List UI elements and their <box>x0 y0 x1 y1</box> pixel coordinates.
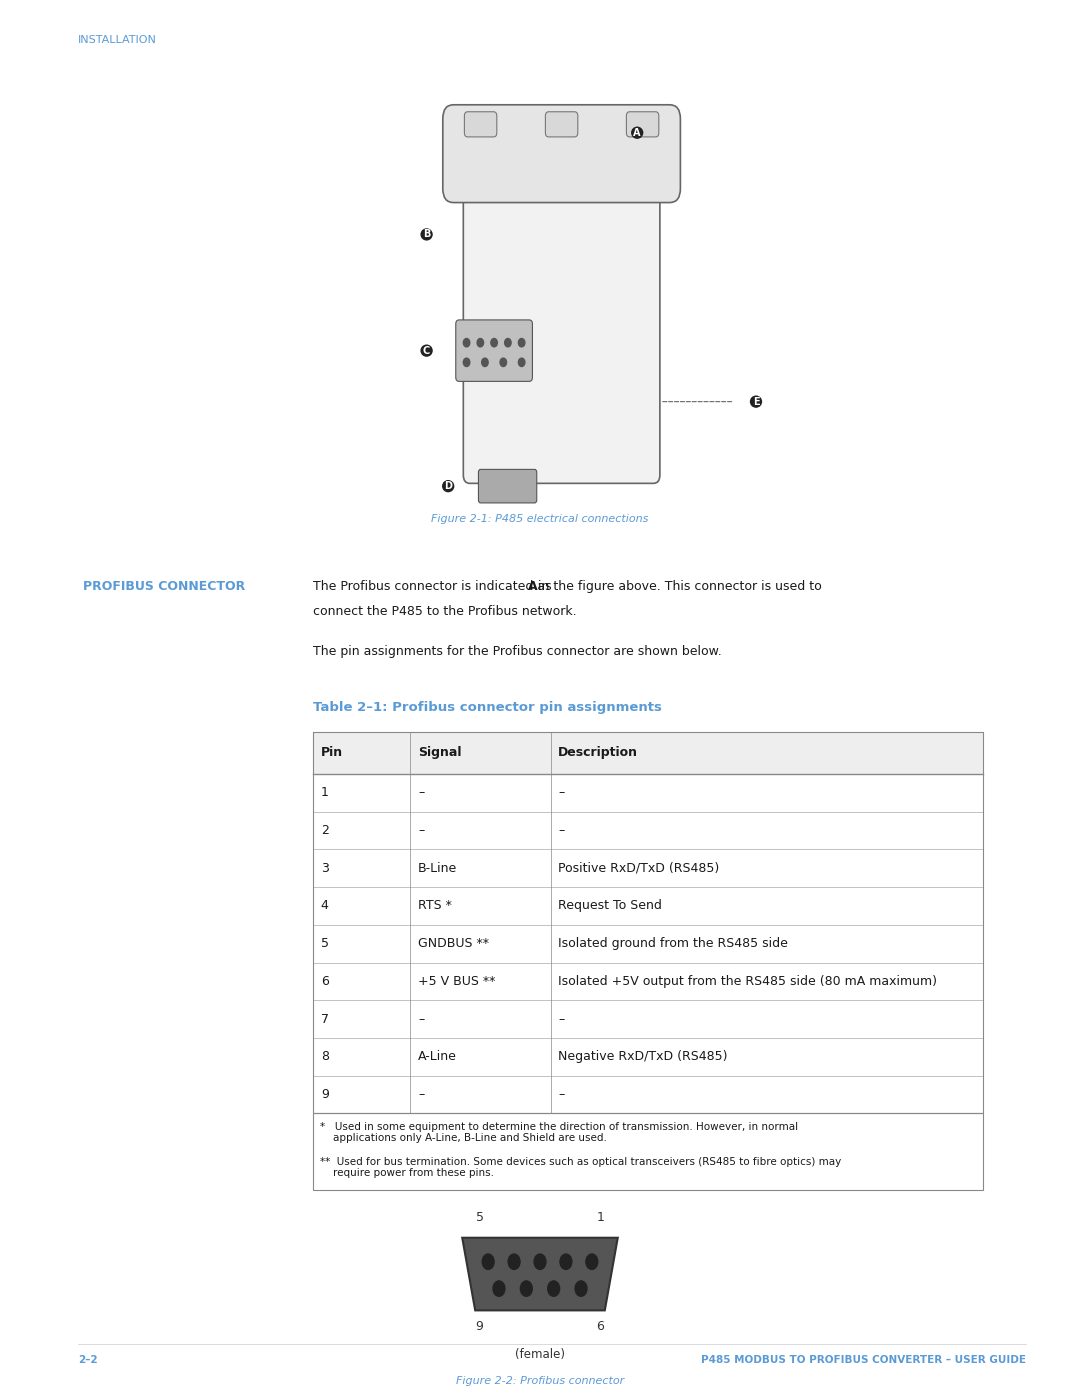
Text: 3: 3 <box>321 862 328 875</box>
Text: –: – <box>418 824 424 837</box>
Circle shape <box>482 358 488 366</box>
Circle shape <box>494 1281 505 1296</box>
Polygon shape <box>462 1238 618 1310</box>
Text: B-Line: B-Line <box>418 862 457 875</box>
Text: A: A <box>528 580 538 592</box>
Circle shape <box>477 338 484 346</box>
FancyBboxPatch shape <box>478 469 537 503</box>
Text: 1: 1 <box>596 1211 605 1224</box>
Text: Isolated +5V output from the RS485 side (80 mA maximum): Isolated +5V output from the RS485 side … <box>558 975 937 988</box>
Text: 6: 6 <box>596 1320 605 1333</box>
Text: 6: 6 <box>321 975 328 988</box>
Text: 4: 4 <box>321 900 328 912</box>
FancyBboxPatch shape <box>545 112 578 137</box>
Circle shape <box>521 1281 532 1296</box>
Text: Request To Send: Request To Send <box>558 900 662 912</box>
Text: 9: 9 <box>475 1320 484 1333</box>
Text: Figure 2-2: Profibus connector: Figure 2-2: Profibus connector <box>456 1376 624 1386</box>
Text: (female): (female) <box>515 1348 565 1361</box>
FancyBboxPatch shape <box>463 173 660 483</box>
Text: 5: 5 <box>475 1211 484 1224</box>
Circle shape <box>463 338 470 346</box>
Text: B: B <box>423 229 430 239</box>
Bar <box>313 1113 983 1190</box>
Text: 2–2: 2–2 <box>78 1355 97 1365</box>
Circle shape <box>585 1255 598 1270</box>
FancyBboxPatch shape <box>443 105 680 203</box>
Circle shape <box>483 1255 495 1270</box>
Circle shape <box>561 1255 572 1270</box>
Circle shape <box>504 338 511 346</box>
Text: –: – <box>558 787 565 799</box>
Text: –: – <box>558 824 565 837</box>
Text: D: D <box>444 481 453 492</box>
Circle shape <box>518 338 525 346</box>
Circle shape <box>490 338 497 346</box>
FancyBboxPatch shape <box>626 112 659 137</box>
Text: A-Line: A-Line <box>418 1051 457 1063</box>
Text: INSTALLATION: INSTALLATION <box>78 35 157 45</box>
Text: connect the P485 to the Profibus network.: connect the P485 to the Profibus network… <box>313 605 577 617</box>
FancyBboxPatch shape <box>456 320 532 381</box>
Circle shape <box>463 358 470 366</box>
Text: –: – <box>558 1013 565 1025</box>
Text: Negative RxD/TxD (RS485): Negative RxD/TxD (RS485) <box>558 1051 728 1063</box>
Text: 8: 8 <box>321 1051 328 1063</box>
Text: The pin assignments for the Profibus connector are shown below.: The pin assignments for the Profibus con… <box>313 645 721 658</box>
Text: C: C <box>423 345 430 356</box>
Text: Table 2–1: Profibus connector pin assignments: Table 2–1: Profibus connector pin assign… <box>313 701 662 714</box>
Text: Isolated ground from the RS485 side: Isolated ground from the RS485 side <box>558 937 788 950</box>
Text: 7: 7 <box>321 1013 328 1025</box>
Text: –: – <box>418 787 424 799</box>
Circle shape <box>518 358 525 366</box>
Text: in the figure above. This connector is used to: in the figure above. This connector is u… <box>534 580 821 592</box>
Text: Positive RxD/TxD (RS485): Positive RxD/TxD (RS485) <box>558 862 719 875</box>
Bar <box>313 732 983 774</box>
Text: E: E <box>753 397 759 407</box>
Text: –: – <box>418 1088 424 1101</box>
Text: RTS *: RTS * <box>418 900 451 912</box>
Text: The Profibus connector is indicated as: The Profibus connector is indicated as <box>313 580 556 592</box>
Circle shape <box>575 1281 588 1296</box>
Text: Pin: Pin <box>321 746 342 760</box>
Text: *   Used in some equipment to determine the direction of transmission. However, : * Used in some equipment to determine th… <box>320 1122 798 1143</box>
Text: A: A <box>634 127 640 138</box>
Text: 1: 1 <box>321 787 328 799</box>
Circle shape <box>500 358 507 366</box>
Text: 5: 5 <box>321 937 328 950</box>
FancyBboxPatch shape <box>464 112 497 137</box>
Text: P485 MODBUS TO PROFIBUS CONVERTER – USER GUIDE: P485 MODBUS TO PROFIBUS CONVERTER – USER… <box>701 1355 1026 1365</box>
Text: –: – <box>418 1013 424 1025</box>
Text: PROFIBUS CONNECTOR: PROFIBUS CONNECTOR <box>83 580 245 592</box>
Text: Description: Description <box>558 746 638 760</box>
Text: Figure 2-1: P485 electrical connections: Figure 2-1: P485 electrical connections <box>431 514 649 524</box>
Circle shape <box>534 1255 546 1270</box>
Text: –: – <box>558 1088 565 1101</box>
Circle shape <box>509 1255 521 1270</box>
Text: Signal: Signal <box>418 746 461 760</box>
Circle shape <box>548 1281 559 1296</box>
Text: 9: 9 <box>321 1088 328 1101</box>
Text: GNDBUS **: GNDBUS ** <box>418 937 489 950</box>
Text: **  Used for bus termination. Some devices such as optical transceivers (RS485 t: ** Used for bus termination. Some device… <box>320 1157 841 1178</box>
Text: 2: 2 <box>321 824 328 837</box>
Text: +5 V BUS **: +5 V BUS ** <box>418 975 496 988</box>
